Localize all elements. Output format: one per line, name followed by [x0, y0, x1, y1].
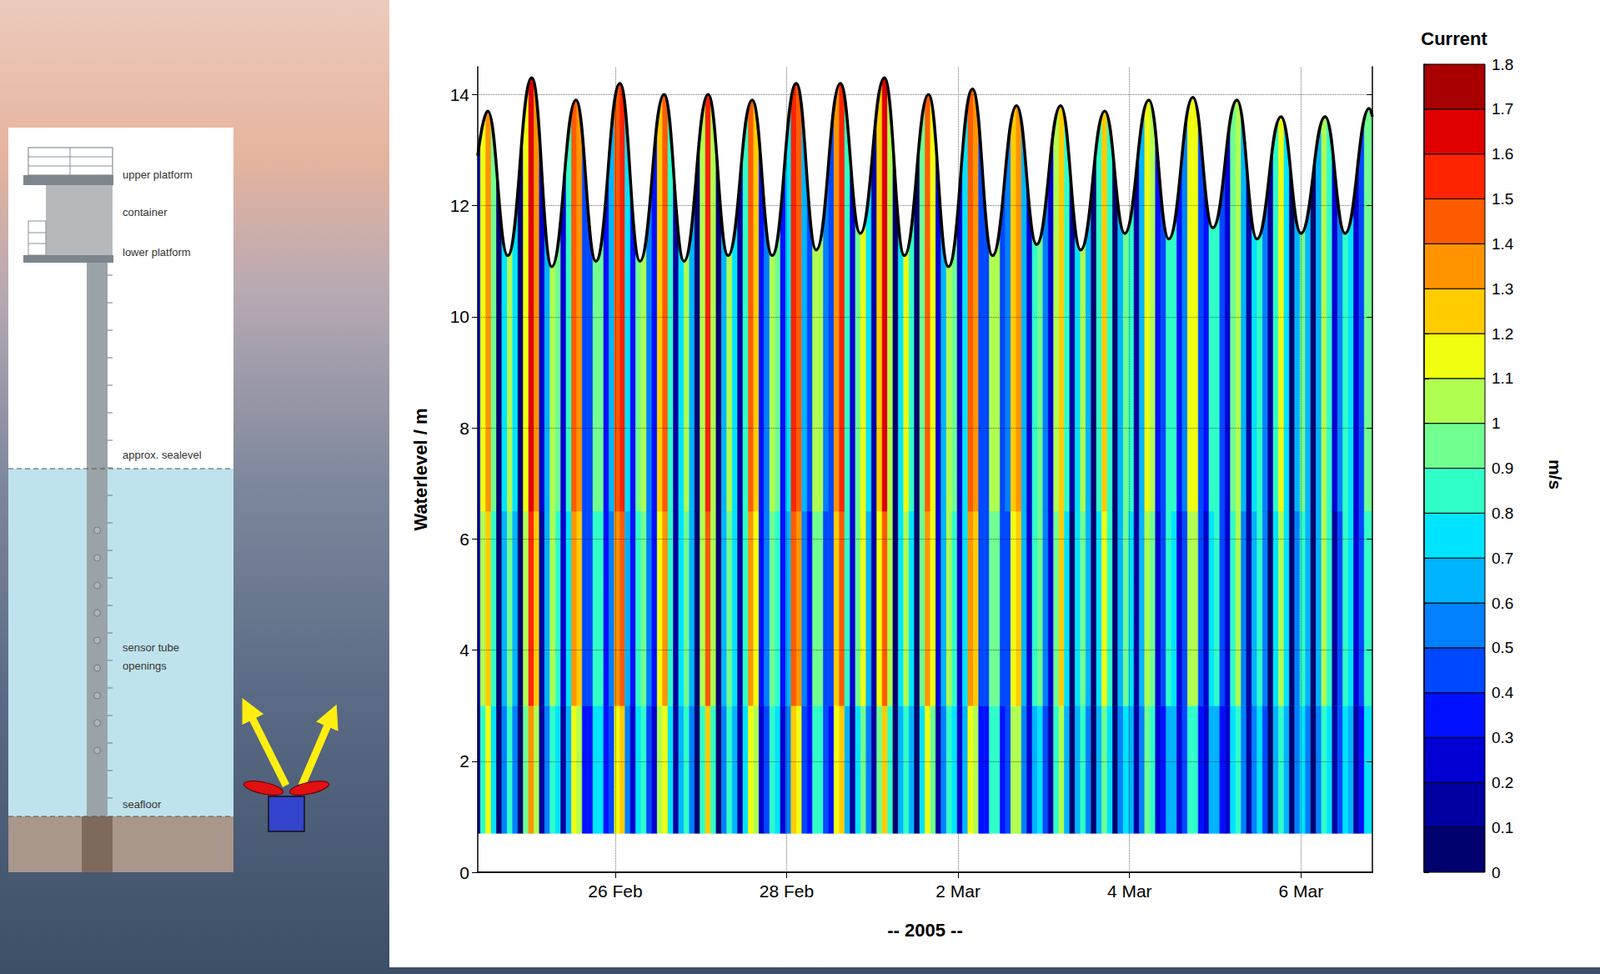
svg-text:0.1: 0.1: [1491, 818, 1514, 837]
svg-text:2 Mar: 2 Mar: [935, 881, 981, 901]
svg-text:12: 12: [450, 195, 470, 216]
svg-text:0.3: 0.3: [1491, 728, 1514, 747]
svg-text:10: 10: [450, 306, 470, 327]
svg-text:0: 0: [459, 862, 470, 883]
svg-text:1.5: 1.5: [1491, 190, 1514, 208]
svg-text:4 Mar: 4 Mar: [1107, 881, 1153, 901]
svg-text:6: 6: [459, 529, 470, 549]
svg-text:0.2: 0.2: [1491, 773, 1514, 792]
svg-text:28 Feb: 28 Feb: [759, 881, 814, 901]
svg-text:0.8: 0.8: [1491, 504, 1514, 522]
svg-text:0.5: 0.5: [1491, 638, 1514, 657]
svg-text:m/s: m/s: [1545, 459, 1565, 490]
svg-text:lower platform: lower platform: [122, 245, 191, 259]
svg-text:0.4: 0.4: [1491, 683, 1515, 702]
svg-text:26 Feb: 26 Feb: [587, 881, 643, 901]
svg-text:-- 2005 --: -- 2005 --: [887, 919, 963, 941]
svg-text:approx. sealevel: approx. sealevel: [122, 448, 202, 462]
svg-text:Waterlevel / m: Waterlevel / m: [410, 407, 432, 531]
svg-text:1.8: 1.8: [1491, 55, 1514, 74]
svg-text:1.4: 1.4: [1491, 235, 1515, 253]
svg-text:4: 4: [459, 640, 470, 660]
svg-text:container: container: [122, 205, 168, 219]
svg-text:1.6: 1.6: [1491, 145, 1514, 163]
svg-text:1: 1: [1491, 414, 1501, 432]
svg-text:seafloor: seafloor: [122, 797, 162, 811]
svg-text:1.7: 1.7: [1491, 100, 1514, 118]
svg-text:0.9: 0.9: [1491, 459, 1514, 477]
svg-text:0.6: 0.6: [1491, 594, 1514, 612]
svg-text:0.7: 0.7: [1491, 549, 1514, 567]
svg-text:1.3: 1.3: [1491, 280, 1514, 298]
svg-text:1.1: 1.1: [1491, 369, 1514, 387]
svg-text:sensor tubeopenings: sensor tubeopenings: [122, 641, 180, 673]
svg-text:Current: Current: [1420, 28, 1488, 50]
svg-text:8: 8: [459, 418, 470, 438]
svg-text:1.2: 1.2: [1491, 325, 1514, 343]
svg-text:2: 2: [459, 751, 470, 771]
svg-text:0: 0: [1491, 863, 1501, 882]
svg-text:upper platform: upper platform: [122, 168, 193, 181]
svg-text:6 Mar: 6 Mar: [1278, 881, 1324, 901]
svg-text:14: 14: [450, 85, 471, 105]
